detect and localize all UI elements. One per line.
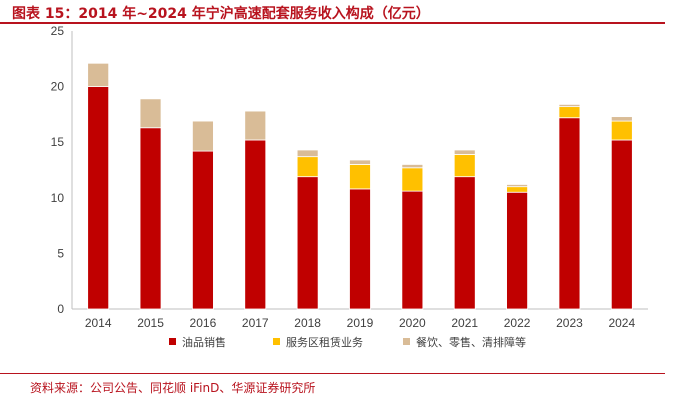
bar-segment-3 [453,149,476,155]
legend-label: 餐饮、零售、清排障等 [416,335,526,349]
bar-segment-3 [506,184,528,188]
bar-segment-1 [349,188,371,310]
y-tick-label: 10 [51,191,65,205]
y-tick-label: 20 [51,80,65,94]
source-divider [0,373,665,374]
x-tick-label: 2021 [451,316,478,330]
bar-segment-1 [192,150,214,310]
source-note: 资料来源：公司公告、同花顺 iFinD、华源证券研究所 [30,381,316,395]
x-tick-label: 2024 [608,316,635,330]
legend-swatch [273,338,280,345]
bar-segment-2 [401,167,424,192]
bar-segment-1 [139,127,162,310]
legend-label: 油品销售 [182,335,226,349]
bar-segment-1 [401,190,424,310]
legend-swatch [169,338,176,345]
bar-segment-3 [244,110,267,141]
bar-segment-3 [87,62,110,88]
x-tick-label: 2014 [85,316,112,330]
bar-segment-3 [192,120,214,152]
bar-segment-1 [558,117,581,310]
bar-segment-1 [610,139,633,310]
x-tick-label: 2019 [347,316,374,330]
x-tick-label: 2023 [556,316,583,330]
legend-label: 服务区租赁业务 [286,335,363,349]
figure-title: 图表 15：2014 年~2024 年宁沪高速配套服务收入构成（亿元） [12,6,430,22]
bar-segment-3 [401,164,424,169]
x-tick-label: 2022 [504,316,531,330]
x-tick-label: 2017 [242,316,269,330]
x-tick-label: 2018 [294,316,321,330]
bar-segment-2 [453,154,476,178]
bar-segment-2 [506,186,528,193]
x-tick-label: 2020 [399,316,426,330]
title-divider [0,22,665,24]
bar-segment-3 [558,103,581,108]
bars [87,62,633,310]
bar-segment-2 [349,164,371,190]
legend-swatch [403,338,410,345]
bar-segment-1 [296,176,319,310]
x-tick-label: 2015 [137,316,164,330]
bar-segment-2 [296,156,319,178]
bar-segment-2 [610,120,633,141]
bar-segment-2 [558,106,581,119]
bar-segment-1 [506,191,528,310]
bar-segment-1 [87,86,110,310]
bar-segment-3 [296,149,319,158]
y-tick-label: 5 [57,246,64,260]
bar-segment-3 [139,98,162,129]
legend: 油品销售 服务区租赁业务 餐饮、零售、清排障等 [169,335,526,349]
y-tick-label: 0 [57,302,64,316]
bar-segment-3 [610,116,633,122]
y-tick-label: 15 [51,135,65,149]
y-tick-labels: 0 5 10 15 20 25 [51,24,65,316]
bar-segment-3 [349,159,371,165]
x-tick-labels: 2014 2015 2016 2017 2018 2019 2020 2021 2022 2023… [85,316,636,330]
x-tick-label: 2016 [190,316,217,330]
bar-segment-1 [244,139,267,310]
bar-segment-1 [453,176,476,310]
y-tick-label: 25 [51,24,65,38]
